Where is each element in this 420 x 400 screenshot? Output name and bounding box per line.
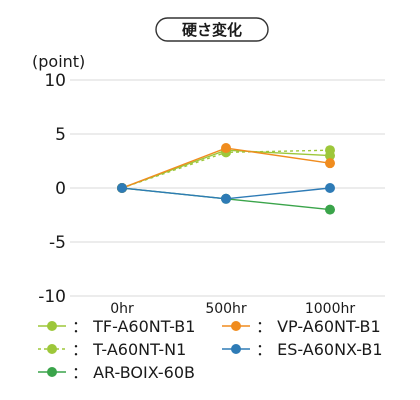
data-point-vp-a60nt-b1-1000hr: [325, 158, 335, 169]
data-point-es-a60nx-b1-500hr: [221, 193, 231, 204]
chart-title-badge: 硬さ変化: [155, 17, 269, 42]
y-tick-label: 5: [55, 125, 66, 145]
y-tick-label: 10: [44, 71, 66, 91]
x-axis-tick-labels: 0hr 500hr 1000hr: [110, 301, 355, 317]
y-axis-unit-label: (point): [32, 52, 85, 71]
legend-item-tf-a60nt-b1: ： TF-A60NT-B1: [38, 317, 195, 336]
y-axis-tick-labels: 10 5 0 -5 -10: [38, 71, 66, 307]
legend-swatch-marker-tf-a60nt-b1: [47, 321, 57, 331]
data-point-es-a60nx-b1-1000hr: [325, 183, 335, 193]
y-tick-label: -5: [49, 233, 66, 253]
legend-swatch-marker-es-a60nx-b1: [231, 344, 241, 354]
data-point-t-a60nt-n1-1000hr: [325, 145, 335, 156]
legend-item-vp-a60nt-b1: ： VP-A60NT-B1: [222, 317, 381, 336]
legend-swatch-marker-ar-boix-60b: [47, 367, 57, 377]
legend: ： TF-A60NT-B1 ： T-A60NT-N1 ： AR-BOIX-60B ： …: [38, 317, 383, 382]
chart-title-pill: [155, 17, 269, 42]
series-es-a60nx-b1: [117, 183, 335, 204]
x-tick-label-500hr: 500hr: [205, 301, 247, 317]
series-layer: [117, 143, 335, 215]
legend-swatch-marker-vp-a60nt-b1: [231, 321, 241, 331]
legend-item-es-a60nx-b1: ： ES-A60NX-B1: [222, 340, 383, 359]
y-tick-label: 0: [55, 179, 66, 199]
legend-swatch-marker-t-a60nt-n1: [47, 344, 57, 354]
x-tick-label-0hr: 0hr: [110, 301, 134, 317]
data-point-ar-boix-60b-1000hr: [325, 204, 335, 215]
legend-item-ar-boix-60b: ： AR-BOIX-60B: [38, 363, 195, 382]
legend-label-ar-boix-60b: ： AR-BOIX-60B: [72, 363, 195, 382]
legend-label-es-a60nx-b1: ： ES-A60NX-B1: [256, 340, 383, 359]
legend-label-vp-a60nt-b1: ： VP-A60NT-B1: [256, 317, 381, 336]
legend-item-t-a60nt-n1: ： T-A60NT-N1: [38, 340, 186, 359]
data-point-es-a60nx-b1-0hr: [117, 183, 127, 193]
legend-label-tf-a60nt-b1: ： TF-A60NT-B1: [72, 317, 195, 336]
y-tick-label: -10: [38, 287, 66, 307]
x-tick-label-1000hr: 1000hr: [305, 301, 356, 317]
chart-title: 硬さ変化: [182, 21, 242, 39]
data-point-vp-a60nt-b1-500hr: [221, 143, 231, 154]
legend-label-t-a60nt-n1: ： T-A60NT-N1: [72, 340, 186, 359]
